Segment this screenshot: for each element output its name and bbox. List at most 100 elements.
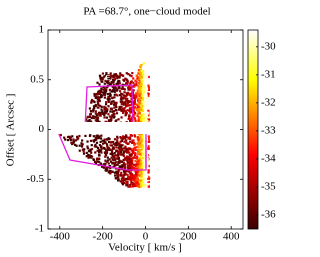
emission-pixel bbox=[135, 92, 138, 95]
emission-pixel bbox=[137, 185, 140, 188]
emission-pixel bbox=[121, 100, 124, 103]
emission-pixel bbox=[123, 91, 126, 94]
emission-pixel bbox=[141, 180, 144, 183]
emission-pixel bbox=[105, 116, 109, 119]
x-axis-label: Velocity [ km/s ] bbox=[108, 242, 182, 254]
emission-pixel bbox=[137, 98, 140, 101]
emission-pixel bbox=[143, 104, 146, 107]
emission-pixel bbox=[147, 185, 150, 188]
emission-pixel bbox=[141, 148, 145, 151]
emission-pixel bbox=[140, 77, 143, 80]
emission-pixel bbox=[94, 116, 97, 119]
emission-pixel bbox=[92, 140, 96, 143]
emission-pixel bbox=[128, 109, 131, 112]
emission-pixel bbox=[145, 95, 148, 98]
emission-pixel bbox=[132, 115, 135, 118]
emission-pixel bbox=[82, 150, 85, 153]
emission-pixel bbox=[89, 110, 93, 113]
emission-pixel bbox=[141, 135, 144, 138]
emission-pixel bbox=[106, 92, 109, 96]
emission-pixel bbox=[145, 79, 148, 83]
emission-pixel bbox=[146, 167, 150, 170]
emission-pixel bbox=[115, 106, 118, 109]
emission-pixel bbox=[137, 152, 140, 155]
emission-pixel bbox=[136, 77, 139, 80]
emission-pixel bbox=[69, 138, 72, 142]
emission-pixel bbox=[141, 76, 145, 79]
emission-pixel bbox=[144, 173, 147, 177]
emission-pixel bbox=[144, 84, 148, 87]
emission-pixel bbox=[121, 183, 125, 186]
emission-pixel bbox=[136, 167, 139, 170]
emission-pixel bbox=[110, 100, 113, 103]
emission-pixel bbox=[116, 141, 119, 144]
emission-pixel bbox=[68, 135, 71, 138]
emission-pixel bbox=[119, 149, 122, 153]
emission-pixel bbox=[88, 107, 91, 110]
emission-pixel bbox=[141, 177, 144, 180]
emission-pixel bbox=[143, 162, 146, 166]
emission-pixel bbox=[126, 163, 129, 166]
emission-pixel bbox=[136, 174, 139, 177]
emission-pixel bbox=[139, 171, 142, 175]
emission-pixel bbox=[119, 72, 122, 75]
emission-pixel bbox=[90, 116, 93, 120]
emission-pixel bbox=[104, 106, 107, 109]
emission-pixel bbox=[117, 168, 120, 171]
emission-pixel bbox=[139, 184, 143, 187]
emission-pixel bbox=[137, 82, 140, 85]
chart-title: PA =68.7°, one−cloud model bbox=[83, 6, 210, 18]
emission-pixel bbox=[114, 93, 118, 96]
emission-pixel bbox=[139, 83, 143, 86]
emission-pixel bbox=[122, 154, 125, 157]
emission-pixel bbox=[100, 111, 103, 114]
emission-pixel bbox=[106, 160, 109, 163]
emission-pixel bbox=[122, 147, 126, 150]
emission-pixel bbox=[134, 119, 137, 122]
emission-pixel bbox=[127, 161, 130, 165]
emission-pixel bbox=[122, 97, 125, 100]
emission-pixel bbox=[143, 184, 146, 187]
emission-pixel bbox=[147, 118, 151, 121]
emission-pixel bbox=[139, 96, 143, 100]
emission-pixel bbox=[147, 92, 150, 96]
emission-pixel bbox=[144, 100, 147, 103]
emission-pixel bbox=[100, 108, 103, 111]
emission-pixel bbox=[105, 143, 109, 146]
emission-pixel bbox=[100, 77, 103, 80]
emission-pixel bbox=[109, 148, 112, 151]
emission-pixel bbox=[115, 177, 118, 180]
plot-area bbox=[48, 30, 243, 229]
emission-pixel bbox=[107, 113, 110, 116]
emission-pixel bbox=[95, 137, 98, 140]
emission-pixel bbox=[94, 119, 97, 122]
emission-pixel bbox=[119, 136, 122, 139]
emission-pixel bbox=[128, 74, 132, 77]
emission-pixel bbox=[59, 134, 62, 137]
emission-pixel bbox=[111, 90, 114, 93]
emission-pixel bbox=[144, 117, 147, 121]
emission-pixel bbox=[147, 88, 150, 91]
emission-pixel bbox=[139, 73, 142, 77]
emission-pixel bbox=[134, 174, 137, 177]
emission-pixel bbox=[123, 96, 126, 99]
emission-pixel bbox=[94, 110, 97, 113]
emission-pixel bbox=[105, 72, 108, 75]
emission-pixel bbox=[144, 102, 147, 105]
emission-pixel bbox=[122, 151, 125, 154]
emission-pixel bbox=[140, 117, 143, 120]
emission-pixel bbox=[114, 174, 117, 177]
emission-pixel bbox=[146, 157, 149, 161]
emission-pixel bbox=[108, 75, 111, 78]
emission-pixel bbox=[143, 137, 147, 140]
emission-pixel bbox=[127, 88, 130, 91]
emission-pixel bbox=[129, 82, 132, 85]
emission-pixel bbox=[96, 116, 99, 120]
colorbar bbox=[247, 29, 259, 230]
emission-pixel bbox=[124, 146, 127, 149]
emission-pixel bbox=[139, 75, 142, 78]
emission-pixel bbox=[138, 88, 141, 91]
emission-pixel bbox=[140, 156, 143, 159]
emission-pixel bbox=[128, 114, 131, 118]
emission-pixel bbox=[127, 148, 130, 151]
